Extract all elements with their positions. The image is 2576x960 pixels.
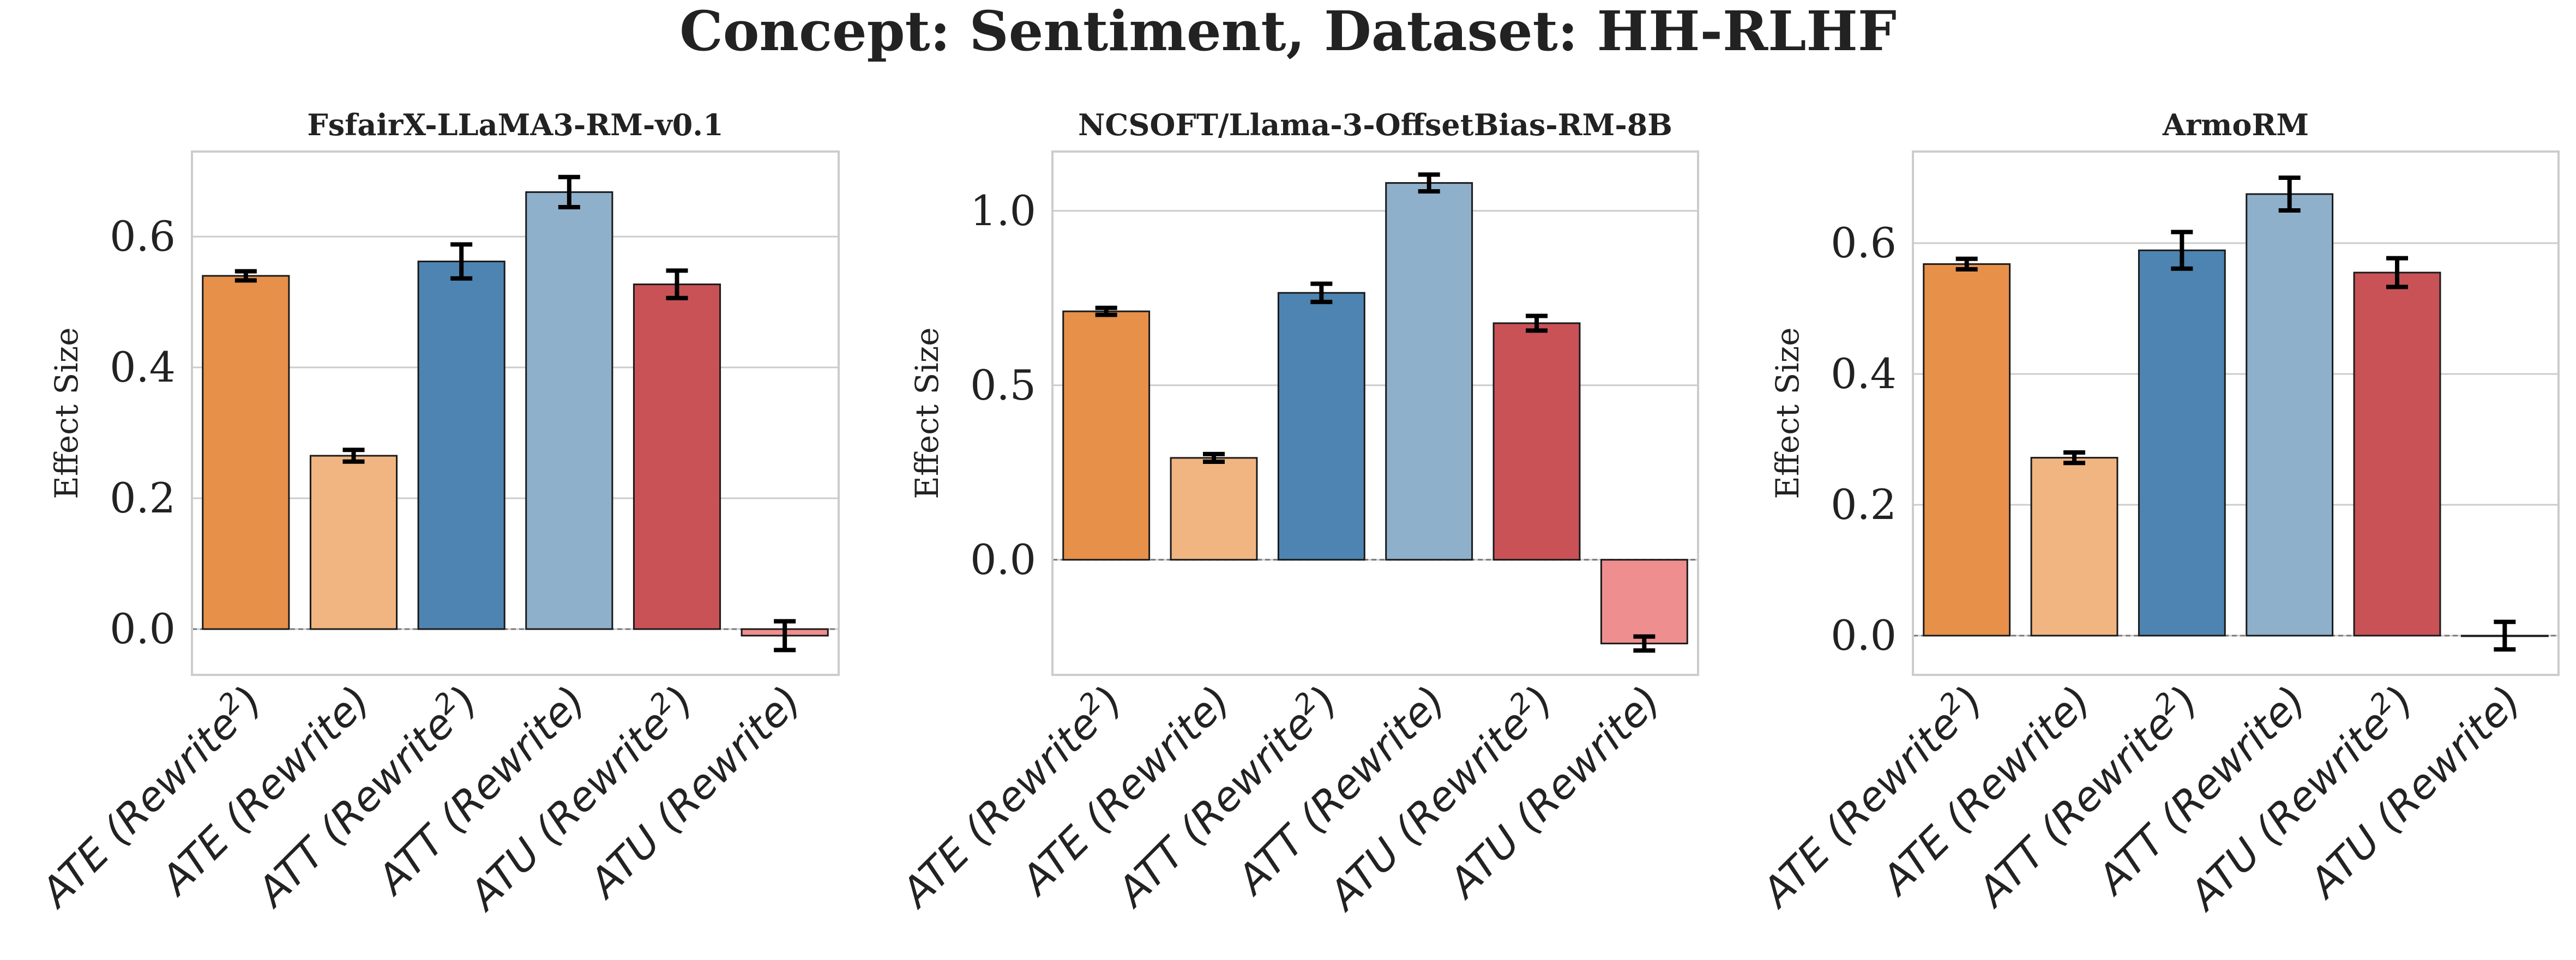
axes-frame <box>191 150 840 676</box>
error-bar <box>558 174 580 209</box>
axes-frame <box>1051 150 1699 676</box>
bar <box>1170 457 1258 561</box>
error-bar <box>450 242 473 281</box>
bar <box>2030 457 2118 637</box>
panel-title: ArmoRM <box>2162 107 2309 142</box>
error-bar <box>774 619 796 653</box>
bar <box>202 275 290 630</box>
y-axis-label: Effect Size <box>1769 327 1806 499</box>
y-tick-label: 0.6 <box>1831 219 1897 267</box>
bar <box>2138 249 2226 637</box>
y-axis-label: Effect Size <box>48 327 85 499</box>
error-bar <box>2386 256 2408 289</box>
y-tick-label: 0.4 <box>110 343 176 391</box>
bar <box>525 191 613 630</box>
y-tick-label: 0.4 <box>1831 349 1897 398</box>
error-bar <box>2171 230 2193 271</box>
error-bar <box>666 268 688 300</box>
error-bar <box>2278 176 2301 213</box>
y-tick-label: 0.0 <box>110 605 176 653</box>
error-bar <box>1095 305 1117 317</box>
figure-title: Concept: Sentiment, Dataset: HH-RLHF <box>679 0 1897 63</box>
y-tick-label: 1.0 <box>970 186 1036 235</box>
bar <box>1492 322 1581 561</box>
error-bar <box>1633 634 1656 653</box>
error-bar <box>2063 450 2085 466</box>
error-bar <box>1310 281 1333 304</box>
y-tick-label: 0.5 <box>970 361 1036 409</box>
bar <box>2353 271 2441 637</box>
error-bar <box>1418 172 1440 194</box>
panel-title: FsfairX-LLaMA3-RM-v0.1 <box>307 107 723 142</box>
error-bar <box>1203 451 1225 464</box>
y-tick-label: 0.0 <box>970 535 1036 584</box>
error-bar <box>1526 313 1548 333</box>
error-bar <box>234 269 257 283</box>
bar <box>1600 559 1688 644</box>
bar <box>2246 193 2334 637</box>
bar <box>1385 182 1473 561</box>
bar <box>1923 263 2011 637</box>
error-bar <box>2494 619 2516 652</box>
y-axis-label: Effect Size <box>908 327 946 499</box>
error-bar <box>1955 256 1978 271</box>
bar <box>1277 292 1365 561</box>
bar <box>309 455 398 630</box>
y-tick-label: 0.2 <box>110 474 176 522</box>
y-tick-label: 0.6 <box>110 212 176 261</box>
bar <box>633 283 721 630</box>
panel-title: NCSOFT/Llama-3-OffsetBias-RM-8B <box>1078 107 1672 142</box>
bar <box>417 261 505 630</box>
bar <box>1062 310 1151 561</box>
axes-frame <box>1912 150 2560 676</box>
y-tick-label: 0.0 <box>1831 611 1897 660</box>
error-bar <box>342 448 365 464</box>
y-tick-label: 0.2 <box>1831 480 1897 529</box>
